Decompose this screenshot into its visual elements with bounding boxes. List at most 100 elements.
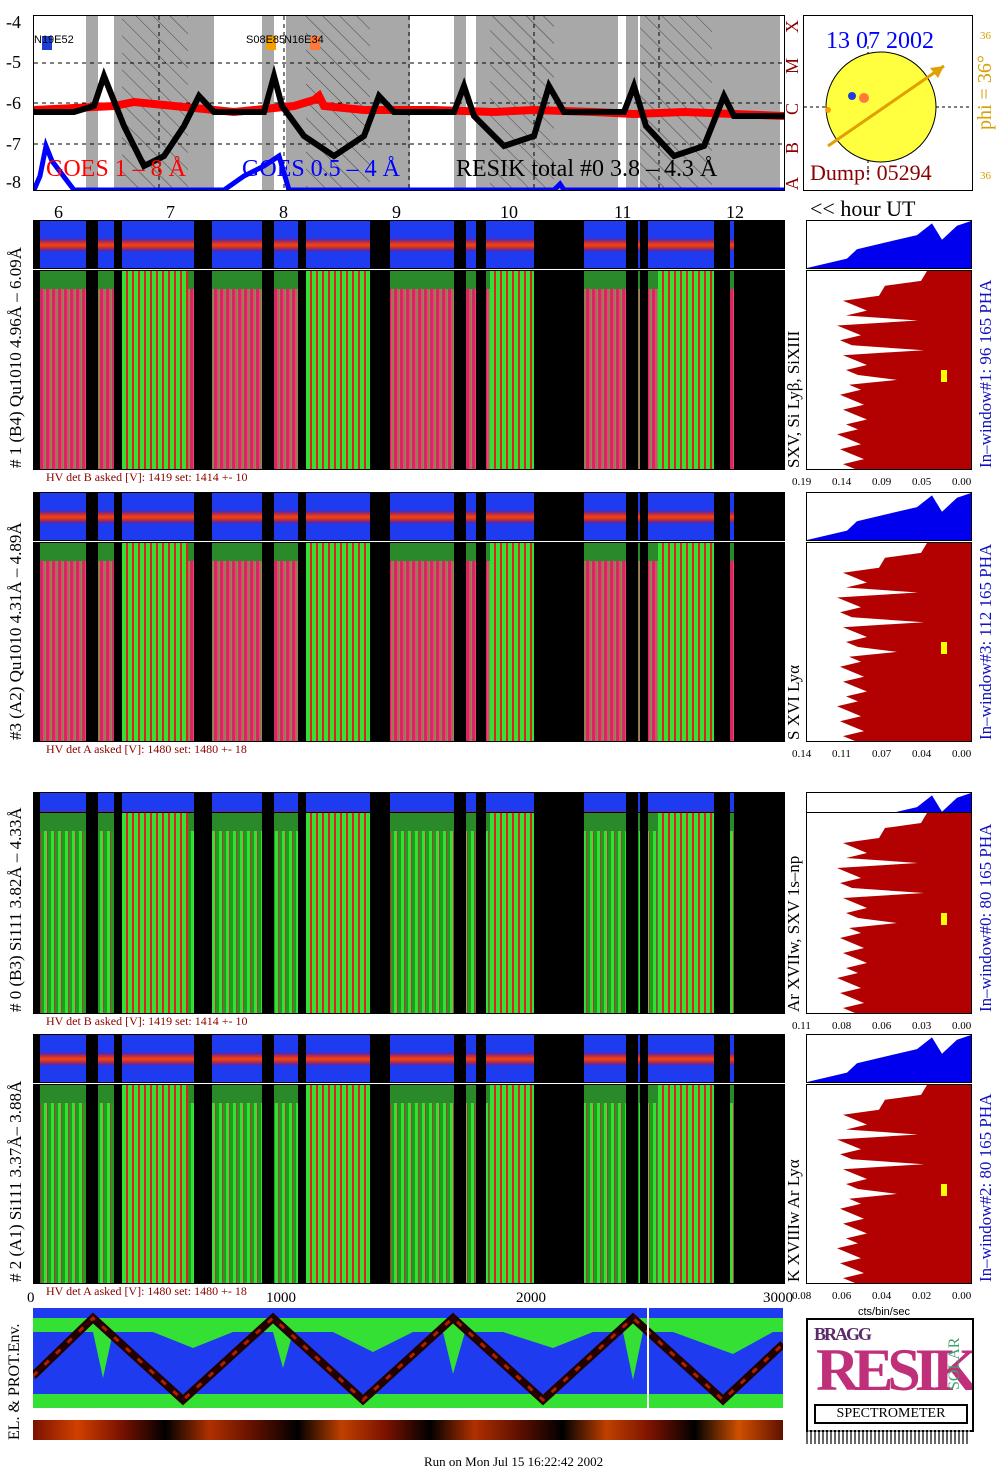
goes-ytick: -6 xyxy=(6,93,21,113)
goes-class-c: C xyxy=(782,102,802,115)
goes-class-a: A xyxy=(782,177,802,190)
goes-class-x: X xyxy=(782,20,802,33)
goes-ytick: -4 xyxy=(6,12,21,32)
spectrum-tick: 0.08 xyxy=(792,1290,812,1302)
spectrum-tick: 0.04 xyxy=(872,1290,892,1302)
legend-resik: RESIK total #0 3.8 – 4.3 Å xyxy=(456,156,718,182)
env-bar xyxy=(33,1420,783,1440)
dump-number: Dump: 05294 xyxy=(810,160,932,185)
env-xtick: 1000 xyxy=(266,1290,296,1306)
sun-disk xyxy=(825,51,937,163)
hv-status: HV det B asked [V]: 1419 set: 1414 +- 10 xyxy=(46,1014,248,1028)
goes-plot xyxy=(34,16,784,190)
goes-short-curve xyxy=(34,137,784,190)
spectrum-tick: 0.04 xyxy=(912,748,932,760)
marker-label-2: S08E85 xyxy=(246,34,286,46)
detector-label: # 2 (A1) Si111 3.37Å– 3.88Å xyxy=(6,1080,25,1282)
logo-solar: SOLAR xyxy=(946,1337,963,1390)
goes-long-curve xyxy=(34,89,784,120)
logo-bragg: BRAGG xyxy=(814,1324,872,1344)
line-spectrum xyxy=(806,1084,972,1284)
phi-label: phi = 36° xyxy=(974,55,996,130)
marker-label-1: N19E52 xyxy=(34,34,74,46)
hv-status: HV det B asked [V]: 1419 set: 1414 +- 10 xyxy=(46,470,248,484)
spectrum-tick: 0.00 xyxy=(952,748,972,760)
pha-spectrum xyxy=(806,220,972,269)
env-panel xyxy=(33,1308,783,1408)
spectrum-tick: 0.06 xyxy=(832,1290,852,1302)
spectrum-tick: 0.03 xyxy=(912,1020,932,1032)
in-window-label: In–window#3: 112 165 PHA xyxy=(976,543,995,740)
logo-resik: RESIK xyxy=(816,1337,973,1403)
spectrogram xyxy=(33,1084,785,1284)
pha-spectrum xyxy=(806,492,972,541)
spectrum-tick: 0.19 xyxy=(792,476,812,488)
env-xtick: 3000 xyxy=(763,1290,793,1306)
goes-ytick: -8 xyxy=(6,172,21,192)
pha-strip xyxy=(33,1034,785,1083)
spectrogram xyxy=(33,812,785,1014)
goes-panel: N19E52 S08E85 N16E34 GOES 1 – 8 Å GOES 0… xyxy=(33,15,785,191)
phi-top: 36 xyxy=(980,30,991,42)
goes-class-m: M xyxy=(782,57,802,74)
spectrum-tick: 0.08 xyxy=(832,1020,852,1032)
spectral-lines-label: K XVIIIw Ar Lyα xyxy=(784,1159,803,1282)
resik-logo: BRAGG RESIK SOLAR SPECTROMETER xyxy=(806,1318,974,1432)
phi-arrow xyxy=(827,64,945,148)
in-window-label: In–window#2: 80 165 PHA xyxy=(976,1093,995,1282)
env-xtick: 0 xyxy=(27,1290,35,1306)
hour-tick: 7 xyxy=(166,202,175,222)
pha-band xyxy=(34,510,784,523)
spectral-lines-label: SXV, Si Lyβ, SiXIII xyxy=(784,330,803,468)
hour-tick: 6 xyxy=(54,202,63,222)
spectrum-tick: 0.11 xyxy=(792,1020,811,1032)
in-window-label: In–window#0: 80 165 PHA xyxy=(976,823,995,1012)
legend-goes-long: GOES 1 – 8 Å xyxy=(46,156,187,182)
env-label: EL. & PROT.Env. xyxy=(6,1323,23,1440)
spectrum-tick: 0.00 xyxy=(952,1020,972,1032)
pha-spectrum xyxy=(806,1034,972,1083)
spectrum-unit: cts/bin/sec xyxy=(858,1306,910,1318)
detector-label: #3 (A2) Qu1010 4.31Å – 4.89Å xyxy=(6,522,25,740)
spectrum-tick: 0.06 xyxy=(872,1020,892,1032)
spectral-lines-label: Ar XVIIw, SXV 1s–np xyxy=(784,855,803,1012)
line-spectrum xyxy=(806,542,972,742)
spectrogram xyxy=(33,542,785,742)
detector-label: # 1 (B4) Qu1010 4.96Å – 6.09Å xyxy=(6,247,25,468)
run-timestamp: Run on Mon Jul 15 16:22:42 2002 xyxy=(424,1454,604,1469)
logo-title: SPECTROMETER xyxy=(814,1404,968,1424)
hour-tick: 11 xyxy=(614,202,632,222)
spectrum-tick: 0.05 xyxy=(912,476,932,488)
hour-tick: 12 xyxy=(726,202,744,222)
line-spectrum xyxy=(806,812,972,1014)
line-spectrum xyxy=(806,270,972,470)
hour-unit-label: << hour UT xyxy=(810,196,916,221)
pha-strip xyxy=(33,220,785,269)
pha-strip xyxy=(33,492,785,541)
marker-label-3: N16E34 xyxy=(284,34,324,46)
spectrum-tick: 0.11 xyxy=(832,748,851,760)
spectrum-tick: 0.14 xyxy=(832,476,852,488)
hv-status: HV det A asked [V]: 1480 set: 1480 +- 18 xyxy=(46,1284,247,1298)
spectral-lines-label: S XVI Lyα xyxy=(784,664,803,740)
spectrum-tick: 0.14 xyxy=(792,748,812,760)
pha-band xyxy=(34,238,784,251)
resik-curve xyxy=(34,64,784,171)
spectrum-tick: 0.07 xyxy=(872,748,892,760)
sun-disk-plot xyxy=(804,46,972,176)
detector-label: # 0 (B3) Si111 3.82Å – 4.33Å xyxy=(6,807,25,1012)
phi-bottom: 36 xyxy=(980,170,991,182)
goes-ytick: -7 xyxy=(6,134,21,154)
pha-band xyxy=(34,1052,784,1065)
goes-ytick: -5 xyxy=(6,52,21,72)
spectrum-tick: 0.00 xyxy=(952,1290,972,1302)
spectrogram xyxy=(33,270,785,470)
logo-fineprint xyxy=(806,1430,970,1444)
hv-status: HV det A asked [V]: 1480 set: 1480 +- 18 xyxy=(46,742,247,756)
hour-tick: 10 xyxy=(500,202,518,222)
legend-goes-short: GOES 0.5 – 4 Å xyxy=(242,156,401,182)
sun-panel: 13 07 2002 Dump: 05294 xyxy=(803,15,973,191)
goes-class-b: B xyxy=(782,141,802,154)
spectrum-tick: 0.00 xyxy=(952,476,972,488)
env-plot xyxy=(33,1308,783,1408)
